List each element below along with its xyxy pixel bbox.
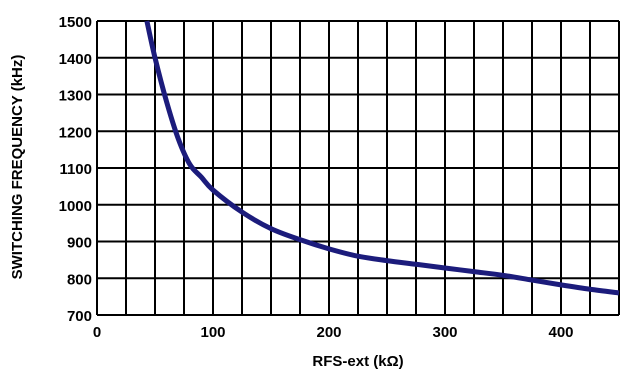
y-tick-label-1200: 1200 xyxy=(59,124,92,141)
series-line-0 xyxy=(144,20,620,296)
x-axis-label: RFS-ext (kΩ) xyxy=(312,353,403,370)
y-tick-label-900: 900 xyxy=(67,235,92,252)
y-tick-label-700: 700 xyxy=(67,308,92,325)
x-tick-label-300: 300 xyxy=(432,324,457,341)
series-group xyxy=(144,20,620,296)
y-tick-label-1100: 1100 xyxy=(59,161,92,178)
y-tick-label-1000: 1000 xyxy=(59,198,92,215)
y-tick-label-1300: 1300 xyxy=(59,88,92,105)
x-tick-labels: 0 100 200 300 400 xyxy=(93,324,574,341)
x-tick-label-400: 400 xyxy=(548,324,573,341)
x-tick-label-100: 100 xyxy=(200,324,225,341)
y-tick-label-1500: 1500 xyxy=(59,14,92,31)
grid xyxy=(96,20,620,316)
x-tick-label-0: 0 xyxy=(93,324,101,341)
y-tick-labels: 700 800 900 1000 1100 1200 1300 1400 1500 xyxy=(59,14,92,325)
y-tick-label-800: 800 xyxy=(67,271,92,288)
x-tick-label-200: 200 xyxy=(316,324,341,341)
y-axis-label: SWITCHING FREQUENCY (kHz) xyxy=(9,55,26,280)
y-tick-label-1400: 1400 xyxy=(59,51,92,68)
